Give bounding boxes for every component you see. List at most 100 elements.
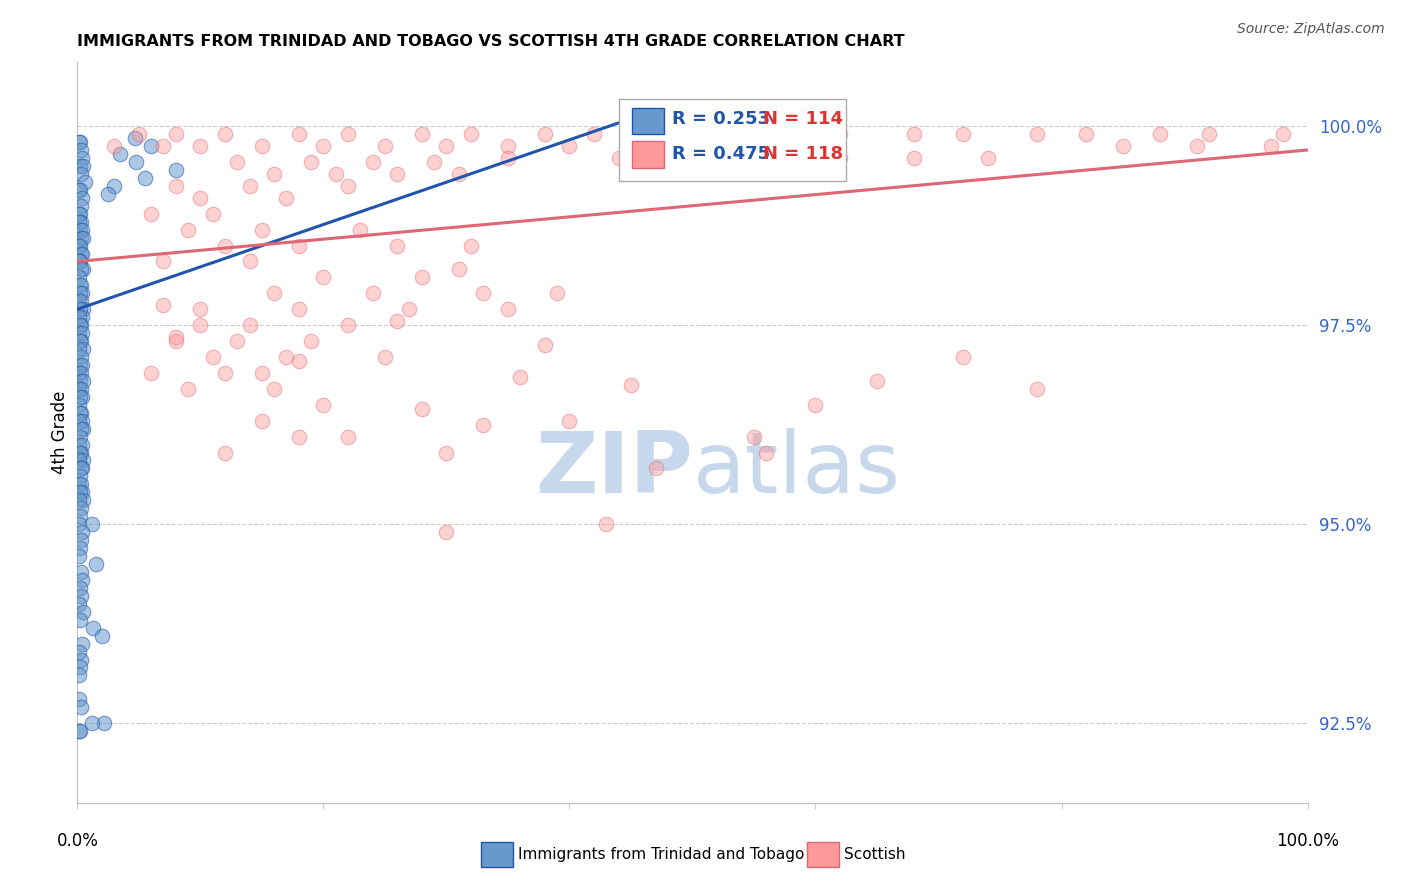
Point [70,246,93,260]
Point [188,191,212,205]
Point [472,286,495,301]
Point [70,326,93,340]
Point [67,238,90,252]
Point [299,334,322,348]
Point [337,318,360,333]
Point [69,278,91,293]
Text: Immigrants from Trinidad and Tobago: Immigrants from Trinidad and Tobago [517,847,804,863]
Point [1026,382,1049,396]
Point [398,302,420,317]
Point [70,191,93,205]
Point [509,370,531,384]
Point [73,175,96,189]
Point [70,533,93,547]
Point [411,401,433,416]
Point [67,382,90,396]
Point [188,318,212,333]
Text: 100.0%: 100.0% [1277,832,1339,850]
Point [70,262,93,277]
Point [70,477,93,491]
Point [67,270,90,285]
Point [70,485,93,500]
Point [977,151,1000,165]
Text: R = 0.253: R = 0.253 [672,111,769,128]
Point [239,318,262,333]
Point [69,541,91,555]
Point [288,238,311,252]
Point [337,429,360,443]
Point [69,207,91,221]
Point [67,326,90,340]
Point [201,207,224,221]
Text: R = 0.475: R = 0.475 [672,145,769,162]
Text: atlas: atlas [693,428,900,511]
Point [460,238,482,252]
Point [436,445,458,459]
Point [706,127,728,141]
Point [188,139,212,153]
Point [165,330,187,344]
Point [67,644,90,658]
Point [67,453,90,467]
Point [312,139,335,153]
Point [496,302,519,317]
Point [70,637,93,651]
Point [263,286,285,301]
Point [165,334,187,348]
Point [70,501,93,516]
Point [72,230,94,244]
Point [69,509,91,524]
Point [69,445,91,459]
Point [82,716,104,731]
Point [69,390,91,404]
Point [201,350,224,364]
Point [69,135,91,149]
Text: N = 114: N = 114 [762,111,842,128]
Point [177,382,200,396]
Point [385,314,409,328]
Point [69,429,91,443]
Point [67,597,90,611]
Point [69,660,91,674]
Point [70,700,93,714]
Point [682,151,704,165]
Point [70,366,93,380]
Point [70,461,93,475]
Point [72,453,94,467]
Point [70,334,93,348]
Point [70,461,93,475]
Point [830,151,852,165]
Text: Scottish: Scottish [844,847,905,863]
Point [69,334,91,348]
FancyBboxPatch shape [633,141,664,168]
Point [644,461,666,475]
Point [804,398,827,412]
Point [110,147,132,161]
Point [67,183,90,197]
Point [288,429,311,443]
Point [288,354,311,368]
Point [70,382,93,396]
Point [69,286,91,301]
Point [69,485,91,500]
Point [325,167,347,181]
Point [349,222,371,236]
Point [69,302,91,317]
Point [67,477,90,491]
Point [952,127,974,141]
Point [67,414,90,428]
Point [67,692,90,706]
Point [67,398,90,412]
Point [67,724,90,739]
Point [70,230,93,244]
Point [103,178,125,193]
Point [447,167,470,181]
Point [952,350,974,364]
Point [436,525,458,540]
Point [67,549,90,563]
Point [214,127,236,141]
Point [312,270,335,285]
Point [472,417,495,432]
Point [70,390,93,404]
Point [755,151,778,165]
